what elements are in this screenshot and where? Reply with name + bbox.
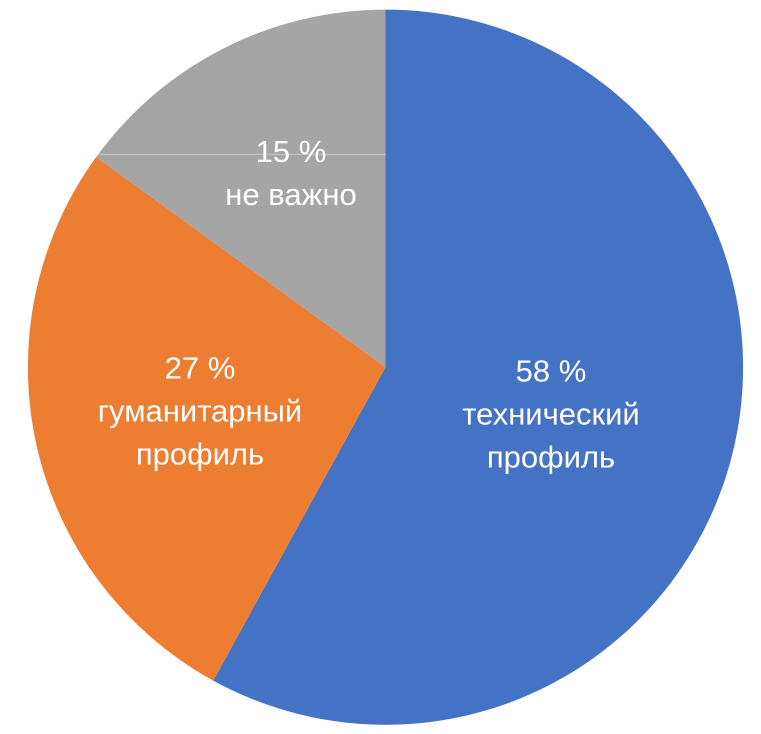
pie-slice-technical-profile — [213, 9, 744, 725]
pie-slice-humanities-profile — [27, 157, 386, 681]
pie-slice-not-important — [96, 9, 386, 368]
